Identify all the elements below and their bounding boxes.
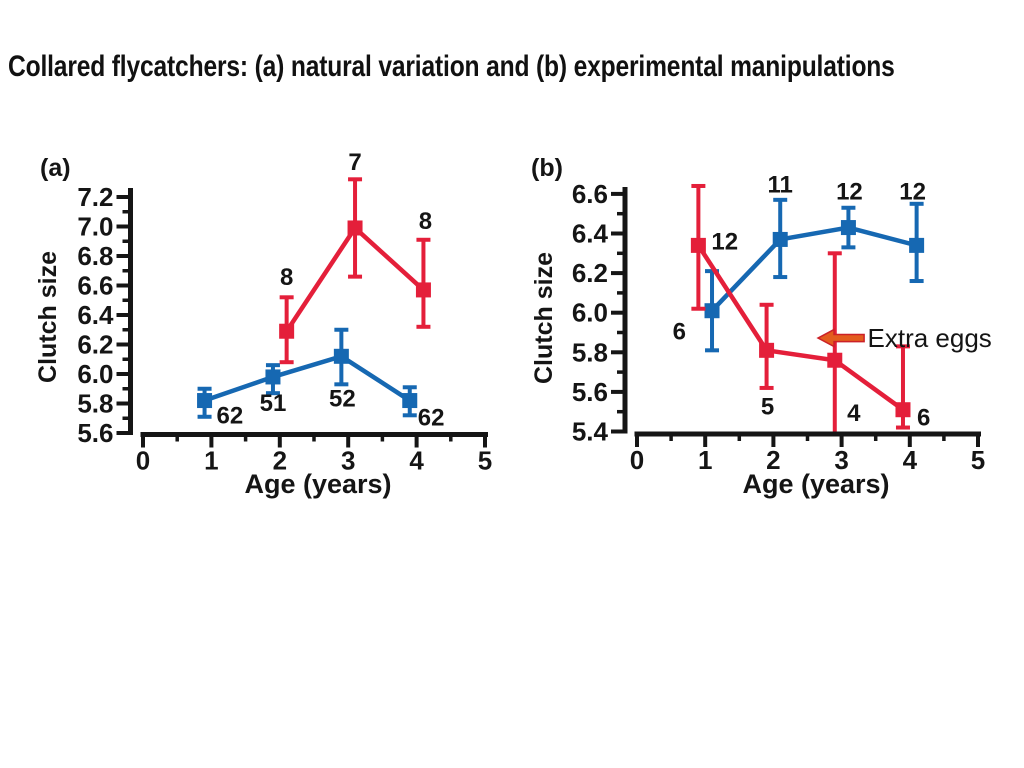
sample-size-label: 4 [847,400,861,427]
x-axis-title: Age (years) [742,469,889,499]
data-point-marker [333,348,349,364]
y-tick-label: 5.8 [77,389,113,419]
x-tick-label: 1 [698,445,712,475]
x-tick-label: 5 [971,445,985,475]
y-axis: 5.65.86.06.26.46.66.87.07.2 [77,182,133,448]
series-line [696,244,905,412]
sample-size-label: 12 [836,179,863,206]
sample-size-label: 7 [348,149,361,176]
y-tick-label: 6.2 [77,330,113,360]
sample-size-label: 8 [419,208,432,235]
sample-size-label: 8 [280,264,293,291]
series-blue: 6 11 12 12 [673,171,926,353]
y-tick-label: 6.8 [77,241,113,271]
x-tick-label: 4 [903,445,918,475]
y-tick-label: 5.4 [572,417,609,447]
data-point-marker [827,352,843,368]
y-tick-label: 6.2 [572,258,608,288]
y-tick-label: 7.2 [77,182,113,212]
y-tick-label: 6.4 [572,219,609,249]
y-axis: 5.4 5.6 5.8 6.0 6.2 6.4 6.6 [572,179,628,447]
y-tick-label: 6.0 [77,359,113,389]
x-tick-label: 1 [204,446,218,476]
x-axis-title: Age (years) [244,469,391,499]
series-red: 8 7 8 [279,149,432,365]
panel-label: (b) [531,154,563,182]
x-tick-label: 2 [273,446,287,476]
y-tick-label: 5.6 [572,377,608,407]
series-line [203,353,411,403]
sample-size-label: 12 [711,228,738,255]
slide-title: Collared flycatchers: (a) natural variat… [8,50,895,83]
data-point-marker [415,282,431,298]
data-point-marker [402,393,418,409]
series-line [710,225,918,313]
x-axis: 0 1 2 3 4 5 [136,432,492,476]
data-point-marker [347,220,363,236]
data-point-marker [197,393,213,409]
x-tick-label: 2 [766,445,780,475]
x-tick-label: 4 [409,446,424,476]
data-point-marker [279,323,295,339]
x-tick-label: 0 [136,446,150,476]
sample-size-label: 6 [673,319,686,346]
y-tick-label: 6.6 [572,179,608,209]
sample-size-label: 62 [217,403,244,430]
data-point-marker [772,231,788,247]
x-tick-label: 0 [630,445,644,475]
x-axis: 0 1 2 3 4 5 [630,431,985,475]
left-arrow-icon [816,328,865,348]
data-point-marker [690,237,706,253]
x-tick-label: 3 [341,446,355,476]
y-tick-label: 6.4 [77,300,114,330]
data-point-marker [704,303,720,319]
data-point-marker [909,237,925,253]
sample-size-label: 52 [329,385,356,412]
annotation-label: Extra eggs [868,323,992,353]
panel-label: (a) [40,154,71,182]
y-axis-title: Clutch size [530,252,558,384]
y-tick-label: 6.6 [77,271,113,301]
sample-size-label: 11 [768,171,793,198]
y-tick-label: 7.0 [77,212,113,242]
series-blue: 62 51 52 62 [197,327,445,432]
sample-size-label: 51 [260,390,287,417]
x-tick-label: 3 [834,445,848,475]
y-axis-title: Clutch size [34,251,62,383]
data-point-marker [759,342,775,358]
x-tick-label: 5 [478,446,492,476]
y-tick-label: 6.0 [572,298,608,328]
series-red: 12 5 4 6 [690,183,930,432]
extra-eggs-annotation: Extra eggs [816,323,992,353]
sample-size-label: 5 [761,393,774,420]
y-tick-label: 5.6 [77,418,113,448]
sample-size-label: 6 [917,405,930,432]
data-point-marker [265,369,281,385]
data-point-marker [895,402,911,418]
data-point-marker [840,220,856,236]
y-tick-label: 5.8 [572,337,608,367]
sample-size-label: 12 [899,178,926,205]
sample-size-label: 62 [418,405,445,432]
